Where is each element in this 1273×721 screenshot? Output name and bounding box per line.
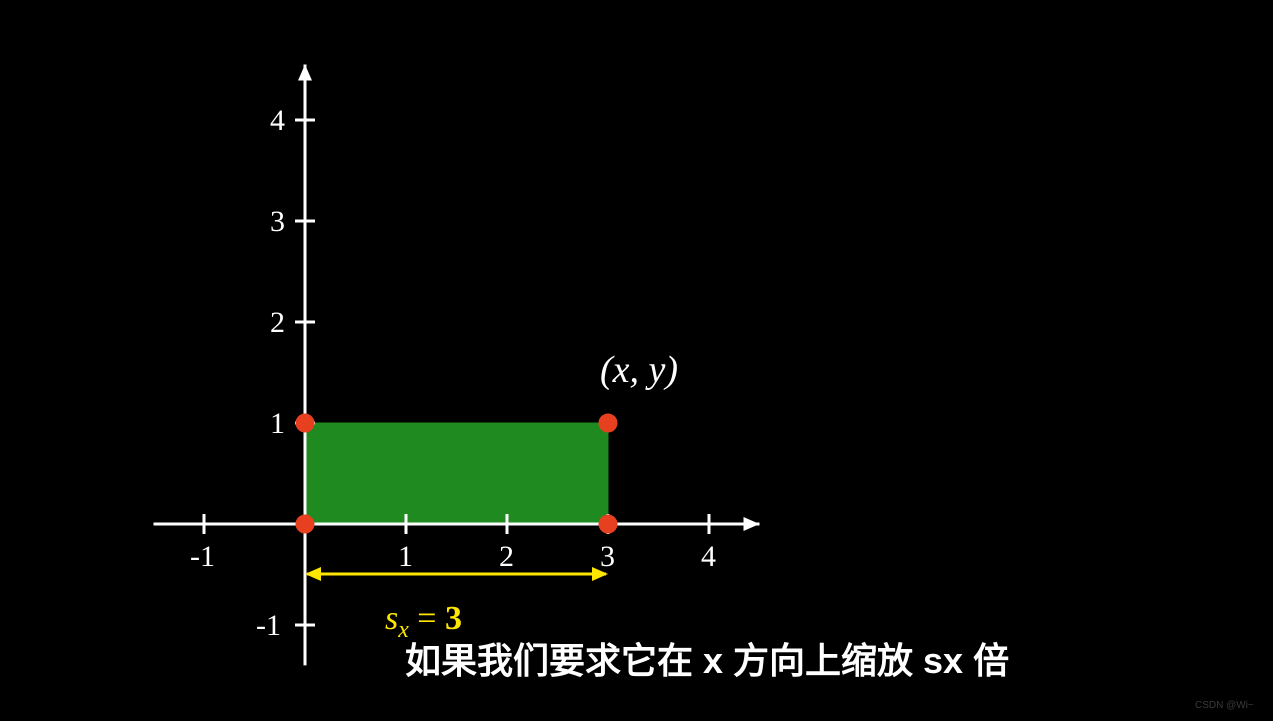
chart-stage: -1 1 2 3 4 -1 1 2 3 4 (x, y) sx = 3 如果我们…	[0, 0, 1273, 721]
y-tick-label: 1	[270, 407, 285, 441]
watermark: CSDN @Wi~	[1195, 700, 1254, 711]
y-tick-label: 3	[270, 205, 285, 239]
y-tick-label: 2	[270, 306, 285, 340]
x-tick-label: 1	[398, 540, 413, 574]
y-tick-label: -1	[256, 609, 281, 643]
y-tick-label: 4	[270, 104, 285, 138]
x-tick-label: -1	[190, 540, 215, 574]
x-tick-label: 3	[600, 540, 615, 574]
x-tick-label: 2	[499, 540, 514, 574]
x-tick-label: 4	[701, 540, 716, 574]
subtitle-caption: 如果我们要求它在 x 方向上缩放 sx 倍	[405, 632, 1009, 684]
point-label-xy: (x, y)	[600, 348, 678, 392]
